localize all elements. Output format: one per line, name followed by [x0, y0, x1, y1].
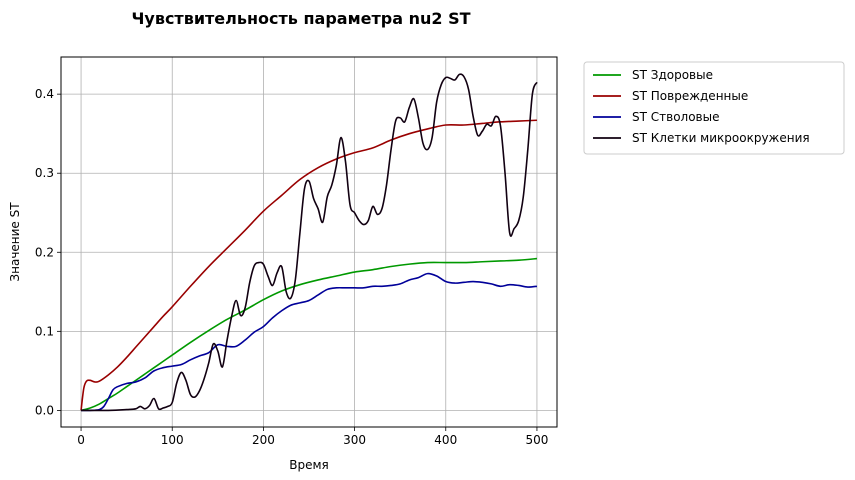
x-tick-label: 500 — [525, 433, 548, 447]
plot-area — [60, 56, 558, 428]
series-line-healthy — [80, 257, 538, 412]
y-tick-label: 0.0 — [35, 403, 54, 417]
x-tick-label: 300 — [343, 433, 366, 447]
x-axis-label: Время — [289, 458, 329, 472]
x-tick-label: 200 — [252, 433, 275, 447]
x-tick-label: 100 — [161, 433, 184, 447]
y-tick-label: 0.3 — [35, 166, 54, 180]
grid — [61, 57, 557, 427]
y-tick-label: 0.1 — [35, 324, 54, 338]
legend-label: ST Клетки микроокружения — [632, 131, 810, 145]
y-tick-label: 0.2 — [35, 245, 54, 259]
series-line-stem — [81, 272, 538, 412]
series-lines — [80, 73, 538, 412]
x-tick-label: 400 — [434, 433, 457, 447]
legend-label: ST Поврежденные — [632, 89, 748, 103]
legend-label: ST Здоровые — [632, 68, 713, 82]
chart-title: Чувствительность параметра nu2 ST — [131, 9, 470, 28]
y-tick-label: 0.4 — [35, 87, 54, 101]
legend: ST Здоровые ST Поврежденные ST Стволовые ST… — [583, 61, 845, 155]
x-tick-label: 0 — [77, 433, 85, 447]
legend-label: ST Стволовые — [632, 110, 720, 124]
y-axis-label: Значение ST — [8, 202, 22, 282]
axis-ticks: 0 100 200 300 400 500 0.0 0.1 0.2 0.3 0.4 — [35, 87, 548, 447]
series-line-microenvironment — [81, 73, 538, 412]
legend-box — [583, 61, 845, 155]
series-line-damaged — [80, 119, 537, 411]
